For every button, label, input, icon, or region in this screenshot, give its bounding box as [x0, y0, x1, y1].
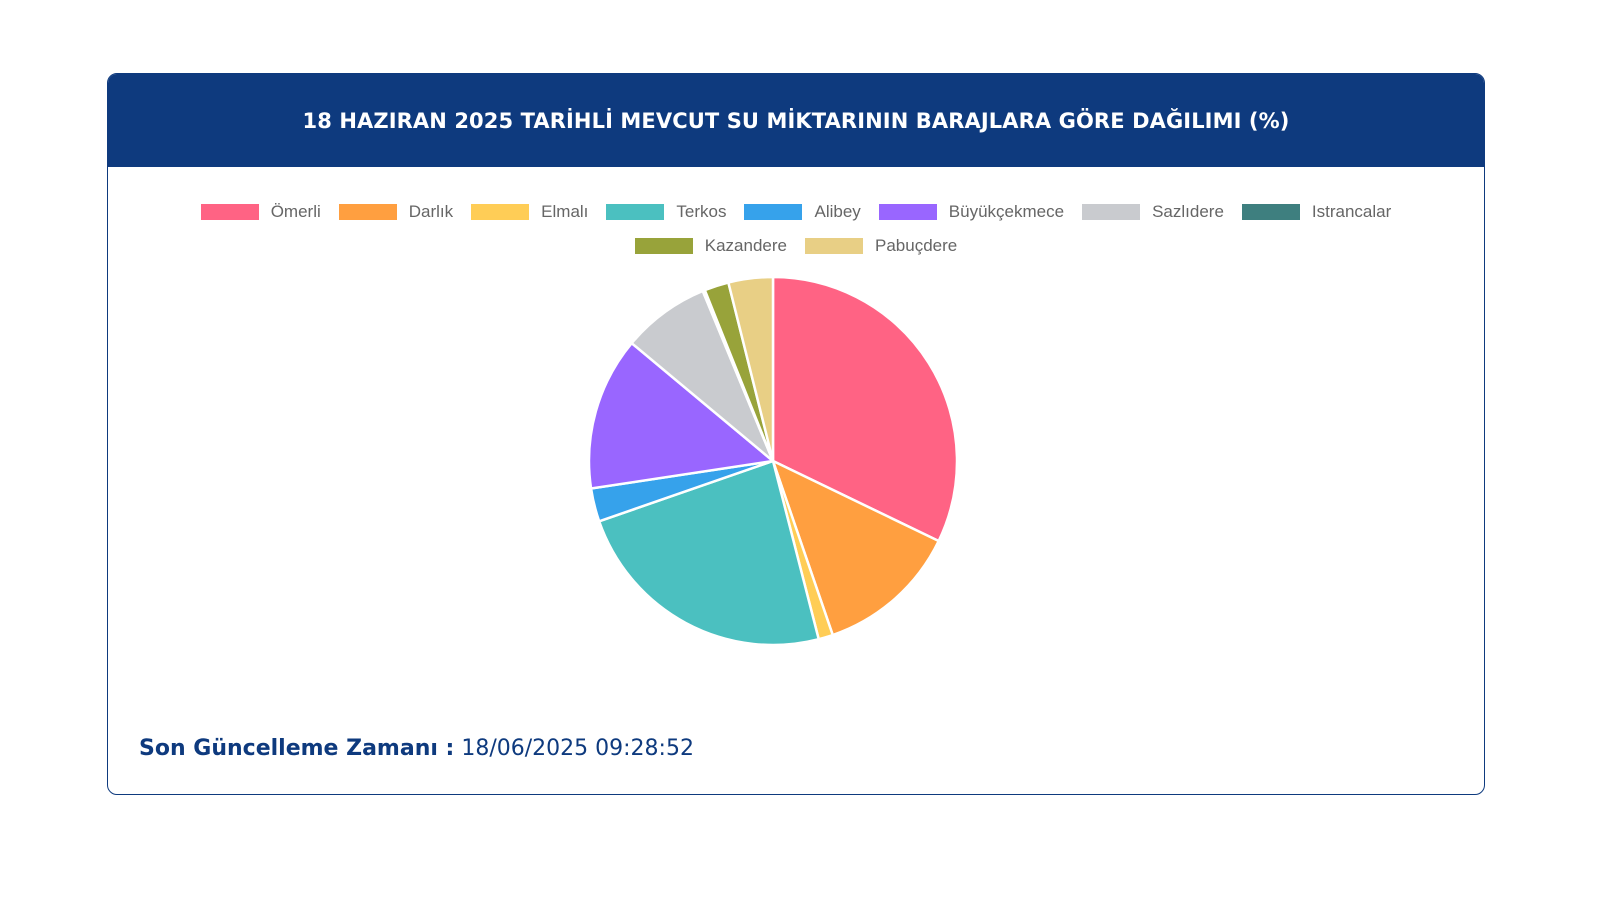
legend-item[interactable]: Alibey [744, 202, 861, 222]
legend-label: Büyükçekmece [948, 202, 1065, 221]
chart-title: 18 HAZIRAN 2025 TARİHLİ MEVCUT SU MİKTAR… [302, 108, 1290, 133]
legend-label: Pabuçdere [875, 236, 958, 255]
legend-item[interactable]: Terkos [606, 202, 726, 222]
legend-item[interactable]: Kazandere [634, 236, 787, 256]
legend-swatch [744, 204, 803, 220]
legend-swatch [471, 204, 530, 220]
legend-swatch [878, 204, 937, 220]
legend-label: Darlık [408, 202, 454, 221]
legend-swatch [606, 204, 665, 220]
last-update-label: Son Güncelleme Zamanı : [139, 736, 455, 761]
legend-label: Sazlıdere [1152, 202, 1224, 221]
last-update: Son Güncelleme Zamanı : 18/06/2025 09:28… [139, 736, 694, 761]
legend-item[interactable]: Elmalı [471, 202, 588, 222]
pie-chart [587, 275, 959, 647]
card-header: 18 HAZIRAN 2025 TARİHLİ MEVCUT SU MİKTAR… [108, 74, 1484, 167]
legend-swatch [338, 204, 397, 220]
legend-item[interactable]: Istrancalar [1241, 202, 1392, 222]
legend-swatch [1082, 204, 1141, 220]
legend-swatch [634, 238, 693, 254]
legend-item[interactable]: Sazlıdere [1082, 202, 1224, 222]
pie-slice-darlık[interactable] [770, 458, 941, 637]
legend-label: Kazandere [704, 236, 787, 255]
chart-legend: Ömerli Darlık Elmalı Terkos Alibey Büyükçekme… [108, 202, 1484, 256]
legend-label: Istrancalar [1311, 202, 1392, 221]
legend-item[interactable]: Büyükçekmece [878, 202, 1065, 222]
pie-slice-pabuçdere[interactable] [726, 275, 775, 462]
legend-label: Elmalı [541, 202, 589, 221]
legend-swatch [805, 238, 863, 254]
chart-card: 18 HAZIRAN 2025 TARİHLİ MEVCUT SU MİKTAR… [107, 73, 1485, 795]
legend-swatch [200, 204, 259, 220]
pie-slice-ömerli[interactable] [771, 275, 959, 543]
legend-label: Terkos [676, 202, 727, 221]
pie-slice-büyükçekmece[interactable] [587, 341, 776, 490]
legend-item[interactable]: Ömerli [200, 202, 321, 222]
legend-label: Alibey [814, 202, 861, 221]
legend-item[interactable]: Darlık [338, 202, 454, 222]
last-update-value: 18/06/2025 09:28:52 [461, 736, 694, 761]
legend-item[interactable]: Pabuçdere [805, 236, 957, 256]
legend-swatch [1241, 204, 1300, 220]
pie-slice-terkos[interactable] [597, 459, 821, 647]
legend-label: Ömerli [270, 202, 321, 221]
